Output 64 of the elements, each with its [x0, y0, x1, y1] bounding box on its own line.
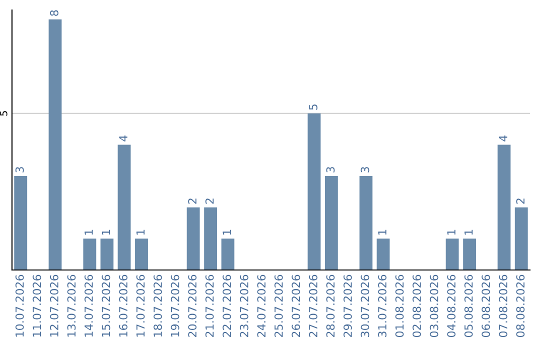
data-label: 3 [15, 167, 24, 172]
bar [359, 176, 372, 270]
data-label: 8 [50, 10, 58, 16]
data-label: 1 [464, 230, 473, 235]
bar [204, 207, 218, 270]
data-label: 5 [309, 104, 318, 110]
x-tick-label: 04.08.2026 [447, 274, 456, 338]
x-tick-label: 15.07.2026 [102, 274, 110, 337]
bar [376, 238, 390, 270]
data-label: 1 [136, 230, 145, 235]
bar [14, 176, 28, 270]
bar [514, 207, 528, 270]
x-tick-label: 12.07.2026 [50, 274, 58, 337]
data-label: 1 [378, 230, 386, 235]
bar [83, 238, 96, 270]
x-tick-label: 18.07.2026 [154, 274, 162, 337]
x-tick-label: 03.08.2026 [430, 274, 438, 338]
bar [48, 19, 62, 270]
data-label: 1 [84, 230, 93, 235]
x-tick-label: 21.07.2026 [205, 274, 214, 337]
x-tick-label: 10.07.2026 [15, 274, 24, 337]
data-label: 4 [499, 135, 508, 142]
bar [308, 113, 321, 270]
x-tick-label: 16.07.2026 [119, 274, 128, 337]
x-tick-label: 27.07.2026 [308, 274, 318, 337]
bar [446, 238, 459, 270]
bar [186, 207, 200, 270]
x-tick-label: 20.07.2026 [188, 274, 197, 337]
x-tick-label: 11.07.2026 [32, 274, 42, 337]
x-tick-label: 05.08.2026 [464, 274, 473, 338]
data-label: 3 [326, 167, 335, 172]
data-label: 4 [119, 135, 128, 142]
x-tick-label: 31.07.2026 [378, 274, 386, 337]
x-tick-label: 07.08.2026 [498, 274, 508, 338]
data-label: 1 [102, 230, 110, 235]
x-tick-label: 28.07.2026 [326, 274, 335, 337]
x-tick-label: 06.08.2026 [482, 274, 490, 338]
bar [463, 238, 476, 270]
bar [324, 176, 338, 270]
data-label: 2 [205, 198, 214, 204]
x-tick-label: 17.07.2026 [136, 274, 145, 337]
x-tick-label: 14.07.2026 [84, 274, 93, 337]
data-label: 3 [360, 167, 370, 172]
x-tick-label: 29.07.2026 [344, 274, 352, 337]
bar [118, 144, 131, 270]
x-tick-label: 24.07.2026 [257, 274, 266, 337]
x-tick-label: 19.07.2026 [170, 274, 180, 337]
x-tick-label: 30.07.2026 [360, 274, 370, 337]
x-tick-label: 26.07.2026 [292, 274, 300, 337]
data-label: 1 [222, 230, 231, 235]
data-label: 1 [447, 230, 456, 235]
bar [135, 238, 148, 270]
x-tick-label: 13.07.2026 [67, 274, 76, 337]
x-tick-label: 22.07.2026 [222, 274, 232, 337]
x-tick-label: 02.08.2026 [412, 274, 421, 338]
x-tick-label: 08.08.2026 [516, 274, 525, 338]
bar [100, 238, 114, 270]
bar [221, 238, 234, 270]
x-tick-label: 01.08.2026 [395, 274, 404, 338]
bar [498, 144, 511, 270]
data-label: 2 [516, 198, 524, 204]
data-label: 2 [188, 198, 196, 204]
x-tick-label: 25.07.2026 [274, 274, 283, 337]
x-tick-label: 23.07.2026 [240, 274, 248, 337]
